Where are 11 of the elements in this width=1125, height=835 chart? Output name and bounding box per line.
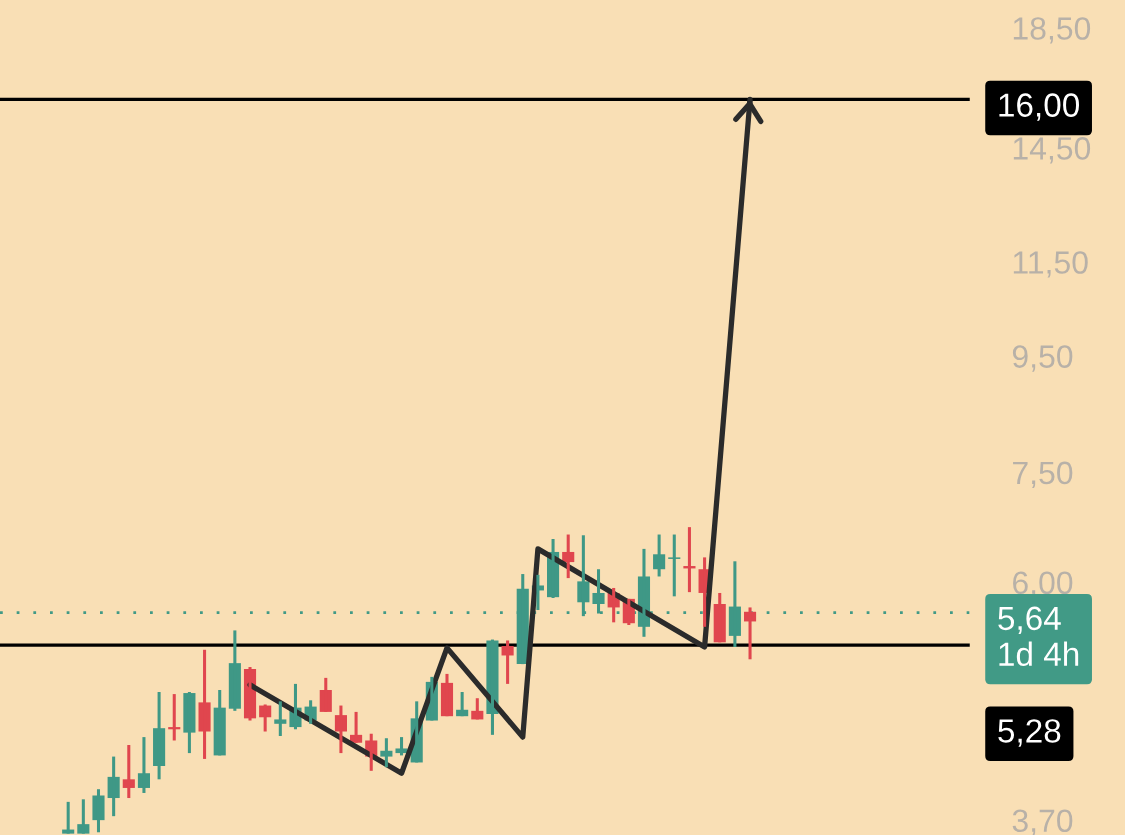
ref-line-label: 5,28 <box>998 719 1061 747</box>
y-tick-label: 7,50 <box>1013 461 1073 489</box>
y-tick-label: 18,50 <box>1013 17 1091 44</box>
candlestick <box>668 534 681 597</box>
y-tick-label: 6,00 <box>1013 571 1073 598</box>
ref-line-label: 5,64 1d 4h <box>998 606 1079 667</box>
y-tick-label: 14,50 <box>1013 137 1091 164</box>
y-tick-label: 9,50 <box>1012 345 1073 372</box>
y-tick-label: 11,50 <box>1013 251 1088 278</box>
ref-line-label: 16,00 <box>999 93 1080 121</box>
y-tick-label: 3,70 <box>1012 809 1073 835</box>
